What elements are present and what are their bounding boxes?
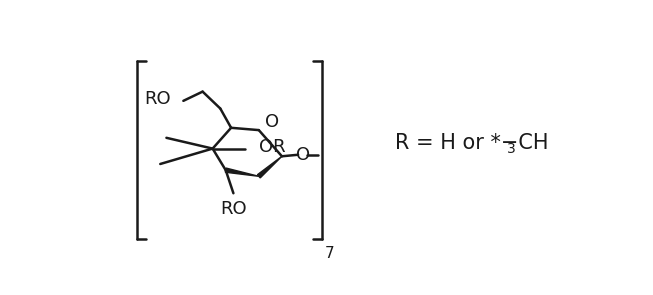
Text: OR: OR — [259, 138, 285, 156]
Polygon shape — [225, 168, 259, 176]
Text: 7: 7 — [325, 246, 335, 260]
Text: O: O — [265, 113, 279, 131]
Polygon shape — [257, 156, 282, 178]
Text: RO: RO — [220, 200, 247, 218]
Text: 3: 3 — [507, 142, 515, 155]
Text: RO: RO — [144, 90, 171, 108]
Text: O: O — [296, 146, 310, 164]
Text: R = H or *−CH: R = H or *−CH — [395, 133, 549, 153]
